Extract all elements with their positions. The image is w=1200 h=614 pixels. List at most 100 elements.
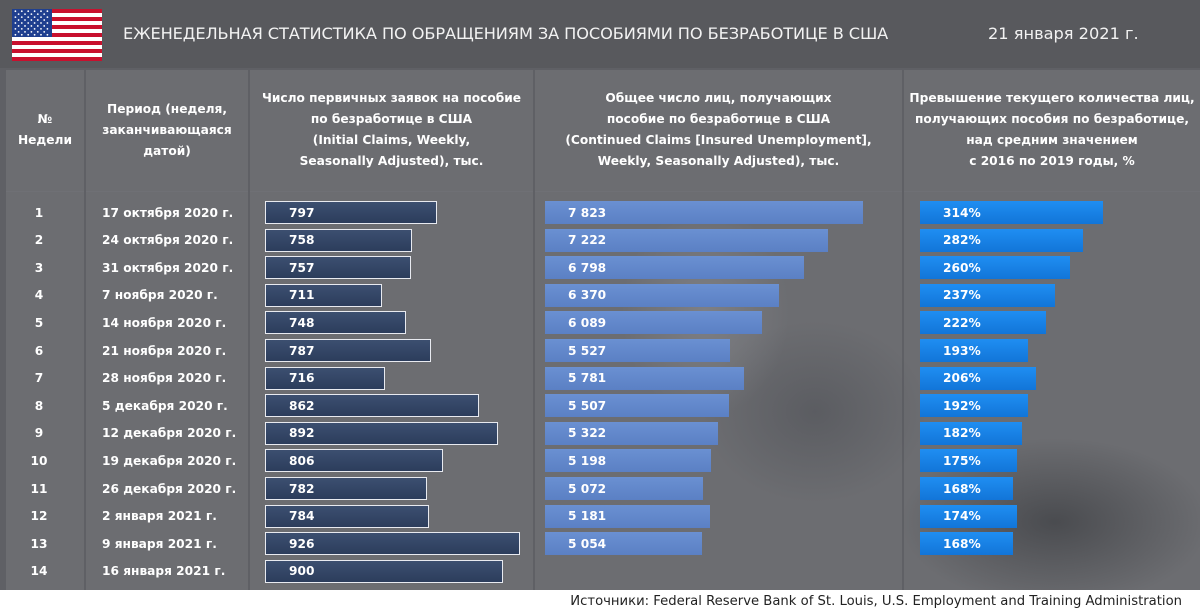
initial-claims-label: 758 bbox=[289, 233, 315, 248]
report-date: 21 января 2021 г. bbox=[988, 24, 1139, 43]
week-period: 16 января 2021 г. bbox=[102, 564, 226, 579]
week-period: 7 ноября 2020 г. bbox=[102, 288, 218, 303]
percent-bar bbox=[920, 311, 1046, 335]
header-initial-line: (Initial Claims, Weekly, bbox=[312, 133, 471, 147]
week-number: 2 bbox=[34, 233, 44, 248]
percent-label: 174% bbox=[943, 509, 981, 524]
header-continued-line: (Continued Claims [Insured Unemployment]… bbox=[565, 133, 872, 147]
initial-claims-bar bbox=[265, 311, 406, 335]
continued-claims-bar bbox=[545, 201, 863, 224]
initial-claims-bar bbox=[265, 256, 411, 280]
percent-label: 193% bbox=[943, 343, 981, 358]
continued-claims-bar bbox=[545, 504, 710, 528]
week-number: 1 bbox=[34, 205, 44, 220]
header-num-line: № bbox=[37, 112, 53, 126]
initial-claims-label: 748 bbox=[289, 315, 315, 330]
percent-label: 222% bbox=[943, 315, 981, 330]
header-initial-line: по безработице в США bbox=[310, 112, 473, 126]
header-continued-line: Общее число лиц, получающих bbox=[605, 91, 832, 105]
continued-claims-label: 5 781 bbox=[568, 371, 607, 386]
percent-bar bbox=[920, 256, 1070, 280]
header-initial-line: Seasonally Adjusted), тыс. bbox=[299, 154, 484, 168]
initial-claims-label: 862 bbox=[289, 398, 315, 413]
continued-claims-bar bbox=[545, 283, 779, 307]
week-period: 9 января 2021 г. bbox=[102, 536, 217, 551]
week-number: 11 bbox=[30, 481, 48, 496]
initial-claims-bar bbox=[265, 228, 412, 252]
initial-claims-bar bbox=[265, 421, 498, 445]
continued-claims-bar bbox=[545, 532, 702, 556]
initial-claims-label: 926 bbox=[289, 536, 315, 551]
initial-claims-label: 787 bbox=[289, 343, 315, 358]
header-continued-line: пособие по безработице в США bbox=[606, 112, 831, 126]
initial-claims-bar bbox=[265, 366, 385, 390]
continued-claims-bar bbox=[545, 449, 711, 473]
percent-label: 192% bbox=[943, 398, 981, 413]
header-divider bbox=[6, 191, 84, 192]
week-period: 17 октября 2020 г. bbox=[102, 205, 234, 220]
continued-claims-label: 7 222 bbox=[568, 233, 607, 248]
header-num-line: Недели bbox=[17, 133, 73, 147]
initial-claims-bar bbox=[265, 449, 443, 473]
initial-claims-label: 797 bbox=[289, 205, 315, 220]
week-period: 5 декабря 2020 г. bbox=[102, 398, 228, 413]
week-period: 14 ноября 2020 г. bbox=[102, 315, 227, 330]
percent-label: 237% bbox=[943, 288, 981, 303]
week-period: 21 ноября 2020 г. bbox=[102, 343, 227, 358]
header-period-line: Период (неделя, bbox=[107, 101, 227, 116]
percent-bar bbox=[920, 201, 1103, 224]
week-number: 8 bbox=[34, 398, 44, 413]
initial-claims-bar bbox=[265, 339, 431, 362]
week-number: 10 bbox=[30, 453, 48, 468]
percent-bar bbox=[920, 366, 1036, 390]
week-number: 4 bbox=[34, 288, 44, 303]
week-number: 5 bbox=[34, 315, 44, 330]
continued-claims-bar bbox=[545, 256, 804, 280]
initial-claims-bar bbox=[265, 394, 479, 418]
week-number: 12 bbox=[30, 509, 48, 524]
header-num: № Недели bbox=[6, 70, 84, 190]
header-continued-line: Weekly, Seasonally Adjusted), тыс. bbox=[597, 154, 840, 168]
initial-claims-label: 784 bbox=[289, 509, 315, 524]
continued-claims-bar bbox=[545, 394, 729, 418]
initial-claims-label: 806 bbox=[289, 453, 315, 468]
continued-claims-label: 5 507 bbox=[568, 398, 607, 413]
week-number: 7 bbox=[34, 371, 44, 386]
percent-bar bbox=[920, 283, 1055, 307]
percent-bar bbox=[920, 449, 1017, 473]
percent-bar bbox=[920, 394, 1028, 418]
week-number: 14 bbox=[30, 564, 48, 579]
header-period-line: заканчивающаяся bbox=[102, 122, 232, 137]
header-percent-line: над средним значением bbox=[966, 133, 1138, 147]
continued-claims-label: 7 823 bbox=[568, 205, 607, 220]
continued-claims-label: 5 527 bbox=[568, 343, 607, 358]
initial-claims-bar bbox=[265, 504, 429, 528]
initial-claims-label: 757 bbox=[289, 260, 315, 275]
continued-claims-label: 6 370 bbox=[568, 288, 607, 303]
percent-bar bbox=[920, 421, 1022, 445]
us-flag-icon bbox=[12, 9, 102, 61]
header-divider bbox=[86, 191, 248, 192]
header-percent-line: Превышение текущего количества лиц, bbox=[909, 91, 1195, 105]
initial-claims-bar bbox=[265, 532, 520, 556]
initial-claims-bar bbox=[265, 283, 382, 307]
percent-label: 314% bbox=[943, 205, 981, 220]
continued-claims-label: 5 198 bbox=[568, 453, 607, 468]
initial-claims-label: 900 bbox=[289, 564, 315, 579]
week-period: 31 октября 2020 г. bbox=[102, 260, 234, 275]
initial-claims-bar bbox=[265, 201, 437, 224]
continued-claims-bar bbox=[545, 339, 730, 362]
source-text: Источники: Federal Reserve Bank of St. L… bbox=[570, 594, 1182, 609]
week-period: 26 декабря 2020 г. bbox=[102, 481, 237, 496]
continued-claims-label: 5 072 bbox=[568, 481, 607, 496]
header-divider bbox=[535, 191, 902, 192]
week-number: 3 bbox=[34, 260, 44, 275]
percent-bar bbox=[920, 477, 1013, 500]
continued-claims-label: 6 798 bbox=[568, 260, 607, 275]
initial-claims-label: 892 bbox=[289, 426, 315, 441]
percent-label: 175% bbox=[943, 453, 981, 468]
initial-claims-label: 782 bbox=[289, 481, 315, 496]
percent-label: 182% bbox=[943, 426, 981, 441]
week-period: 19 декабря 2020 г. bbox=[102, 453, 237, 468]
header-initial-claims: Число первичных заявок на пособие по без… bbox=[250, 70, 533, 190]
